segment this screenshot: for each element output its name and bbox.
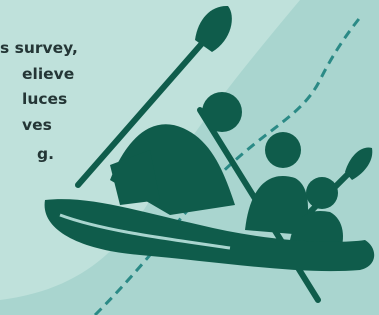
text-line: g. xyxy=(0,142,78,168)
text-line: luces xyxy=(0,87,78,113)
text-line: s survey, xyxy=(0,36,78,62)
text-line: ves xyxy=(0,113,78,139)
infographic: s survey, elieve luces ves g. xyxy=(0,0,379,315)
body-text: s survey, elieve luces ves g. xyxy=(0,36,78,168)
text-line: elieve xyxy=(0,62,78,88)
